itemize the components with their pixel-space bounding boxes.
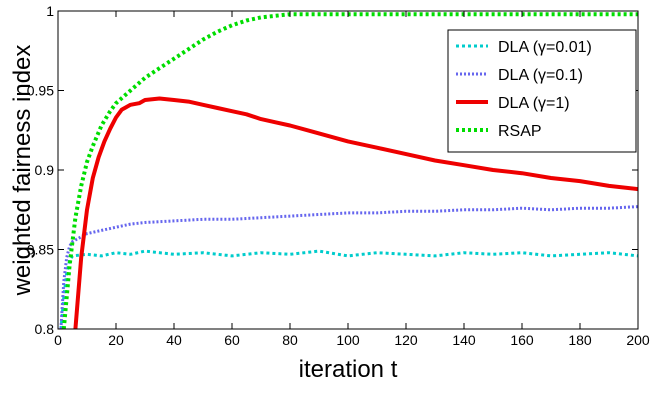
x-tick-label: 120 <box>394 332 418 348</box>
x-tick-label: 60 <box>224 332 240 348</box>
y-tick-label: 0.85 <box>27 242 54 258</box>
series-line-0 <box>59 249 638 329</box>
x-tick-label: 80 <box>282 332 298 348</box>
series-line-1 <box>59 205 638 329</box>
x-axis-label: iteration t <box>299 356 398 383</box>
legend-label: DLA (γ=0.01) <box>498 39 592 56</box>
y-tick-label: 0.9 <box>35 162 55 178</box>
y-axis-label: weighted fairness index <box>9 45 36 297</box>
y-tick-label: 1 <box>46 3 54 19</box>
series-line-2 <box>73 96 638 329</box>
x-tick-label: 40 <box>166 332 182 348</box>
x-tick-label: 200 <box>626 332 650 348</box>
x-tick-label: 20 <box>108 332 124 348</box>
series-line-3 <box>61 12 638 329</box>
legend-box <box>447 29 637 153</box>
legend-label: DLA (γ=0.1) <box>498 67 583 84</box>
x-ticks: 0 20 40 60 80 100 120 140 160 180 200 <box>54 11 650 348</box>
series-layer <box>59 12 638 329</box>
x-tick-label: 0 <box>54 332 62 348</box>
legend: DLA (γ=0.01) DLA (γ=0.1) DLA (γ=1) RSAP <box>447 29 637 153</box>
y-tick-label: 0.8 <box>35 321 55 337</box>
legend-label: RSAP <box>498 123 542 140</box>
y-tick-label: 0.95 <box>27 83 54 99</box>
x-tick-label: 100 <box>336 332 360 348</box>
x-tick-label: 180 <box>568 332 592 348</box>
y-ticks: 0.8 0.85 0.9 0.95 1 <box>27 3 638 337</box>
x-tick-label: 140 <box>452 332 476 348</box>
x-tick-label: 160 <box>510 332 534 348</box>
legend-label: DLA (γ=1) <box>498 95 570 112</box>
